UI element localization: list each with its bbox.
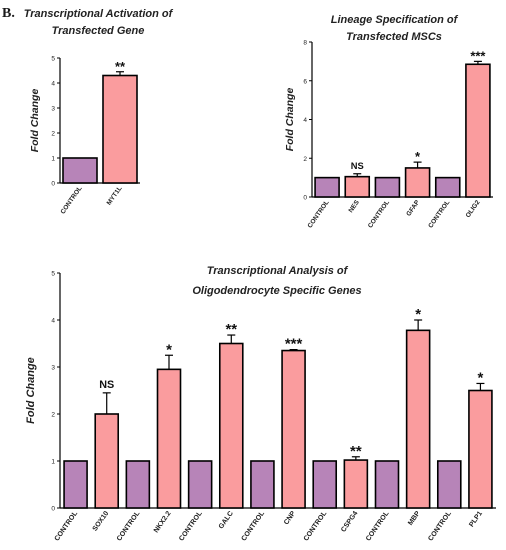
y-tick-label: 4	[51, 318, 55, 325]
y-tick-label: 4	[51, 81, 55, 88]
significance-marker: **	[115, 59, 126, 74]
significance-marker: ***	[285, 336, 303, 353]
significance-marker: *	[415, 149, 421, 164]
bar-cnp	[281, 349, 306, 509]
category-label: CONTROL	[307, 199, 331, 229]
y-tick-label: 1	[51, 459, 55, 466]
significance-marker: NS	[99, 379, 114, 391]
significance-marker: *	[166, 341, 172, 358]
chart-1: Transcriptional Activation of Transfected…	[24, 8, 174, 215]
y-axis-label: Fold Change	[25, 357, 37, 424]
bar-plp1	[468, 389, 493, 509]
bar-olig2	[465, 63, 491, 198]
category-label: CONTROL	[367, 199, 391, 229]
y-tick-label: 5	[51, 56, 55, 63]
category-label: CNP	[283, 510, 297, 526]
bar-control	[434, 176, 461, 198]
category-label: CONTROL	[365, 510, 391, 543]
chart-title-line: Transfected Gene	[52, 25, 145, 37]
y-tick-label: 2	[51, 131, 55, 138]
significance-marker: NS	[351, 161, 364, 171]
significance-marker: *	[478, 369, 484, 386]
chart-title-line: Oligodendrocyte Specific Genes	[192, 285, 361, 297]
bar-nkx2.2	[156, 368, 182, 509]
bar-sox10	[94, 413, 120, 509]
bar-myt1l	[102, 74, 138, 184]
chart-3: Transcriptional Analysis of Oligodendrocy…	[25, 265, 496, 542]
category-label: CONTROL	[116, 510, 142, 543]
bar-control	[436, 460, 462, 509]
category-label: PLP1	[468, 510, 484, 528]
significance-marker: **	[225, 321, 237, 338]
bar-control	[250, 460, 275, 509]
y-tick-label: 1	[51, 156, 55, 163]
significance-marker: ***	[470, 48, 486, 63]
y-tick-label: 8	[303, 40, 307, 47]
bar-control	[187, 460, 213, 509]
y-tick-label: 3	[51, 106, 55, 113]
category-label: CONTROL	[59, 185, 83, 215]
category-label: CONTROL	[427, 199, 451, 229]
category-label: CONTROL	[178, 510, 204, 543]
bar-gfap	[404, 167, 431, 198]
category-label: CSPG4	[340, 510, 359, 534]
category-label: CONTROL	[427, 510, 453, 543]
y-axis-label: Fold Change	[284, 88, 296, 152]
significance-marker: **	[350, 443, 362, 460]
bar-control	[63, 460, 88, 509]
category-label: CONTROL	[240, 510, 266, 543]
bar-control	[62, 157, 98, 184]
y-tick-label: 2	[303, 156, 307, 163]
chart-title-line: Transcriptional Analysis of	[207, 265, 349, 277]
y-tick-label: 0	[303, 195, 307, 202]
significance-marker: *	[415, 306, 421, 323]
category-label: CONTROL	[54, 510, 80, 543]
y-tick-label: 0	[51, 181, 55, 188]
bar-cspg4	[343, 459, 369, 509]
chart-2: Lineage Specification of Transfected MSCs…	[284, 14, 493, 229]
category-label: SOX10	[92, 510, 111, 533]
y-tick-label: 4	[303, 117, 307, 124]
y-axis-label: Fold Change	[29, 89, 41, 153]
y-tick-label: 5	[51, 271, 55, 278]
chart-title-line: Lineage Specification of	[331, 14, 459, 26]
panel-label: B.	[2, 6, 15, 21]
category-label: MYT1L	[106, 185, 124, 206]
chart-title-line: Transfected MSCs	[346, 31, 442, 43]
bar-control	[312, 460, 338, 509]
category-label: OLIG2	[465, 199, 482, 219]
y-tick-label: 3	[51, 365, 55, 372]
bar-control	[314, 176, 340, 198]
bar-control	[374, 460, 400, 509]
y-tick-label: 6	[303, 78, 307, 85]
bar-control	[374, 176, 401, 198]
y-tick-label: 0	[51, 506, 55, 513]
category-label: GALC	[218, 510, 235, 530]
y-tick-label: 2	[51, 412, 55, 419]
category-label: CONTROL	[303, 510, 329, 543]
bar-galc	[218, 342, 244, 509]
category-label: GFAP	[405, 199, 421, 218]
category-label: NES	[347, 199, 361, 215]
bar-control	[125, 460, 151, 509]
category-label: MBP	[407, 510, 422, 527]
bar-nes	[344, 175, 371, 198]
chart-title-line: Transcriptional Activation of	[24, 8, 174, 20]
bar-mbp	[405, 329, 431, 509]
category-label: NKX2.2	[153, 510, 173, 534]
